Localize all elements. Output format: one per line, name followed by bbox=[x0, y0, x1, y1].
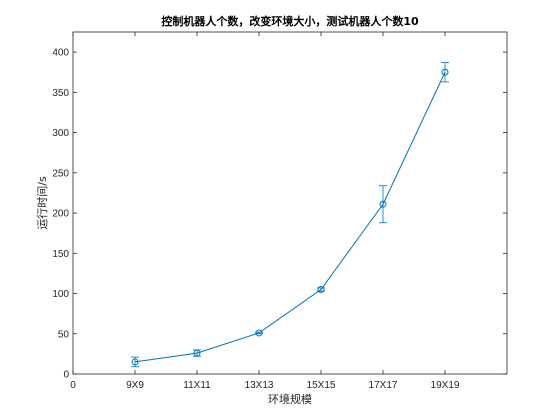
chart-title: 控制机器人个数，改变环境大小，测试机器人个数10 bbox=[161, 14, 419, 28]
x-tick-label: 17X17 bbox=[369, 380, 398, 391]
data-point bbox=[317, 286, 325, 294]
y-tick-label: 250 bbox=[52, 168, 69, 179]
y-axis-label: 运行时间/s bbox=[36, 176, 49, 230]
y-tick-label: 200 bbox=[52, 209, 69, 220]
y-tick-label: 300 bbox=[52, 128, 69, 139]
y-tick-label: 400 bbox=[52, 48, 69, 59]
data-point bbox=[379, 200, 387, 208]
y-tick-label: 100 bbox=[52, 289, 69, 300]
data-point bbox=[131, 358, 139, 366]
x-tick-label: 0 bbox=[70, 380, 76, 391]
y-tick-label: 350 bbox=[52, 88, 69, 99]
plot-area bbox=[72, 31, 508, 375]
x-tick-label: 19X19 bbox=[431, 380, 460, 391]
x-axis-label: 环境规模 bbox=[268, 392, 312, 406]
series-line bbox=[134, 72, 446, 363]
y-tick-label: 0 bbox=[63, 370, 69, 381]
y-tick-label: 150 bbox=[52, 249, 69, 260]
y-tick-label: 50 bbox=[58, 329, 70, 340]
x-tick-label: 9X9 bbox=[126, 380, 144, 391]
x-tick-label: 15X15 bbox=[307, 380, 336, 391]
x-tick-label: 13X13 bbox=[245, 380, 274, 391]
axis-ticks: 0 9X9 11X11 13X13 15X15 17X17 19X19 0 50 100 150 20… bbox=[52, 32, 507, 391]
data-point bbox=[193, 349, 201, 357]
x-tick-label: 11X11 bbox=[183, 380, 211, 391]
series-layer bbox=[131, 62, 449, 368]
data-point bbox=[255, 329, 263, 337]
data-point bbox=[441, 68, 449, 76]
